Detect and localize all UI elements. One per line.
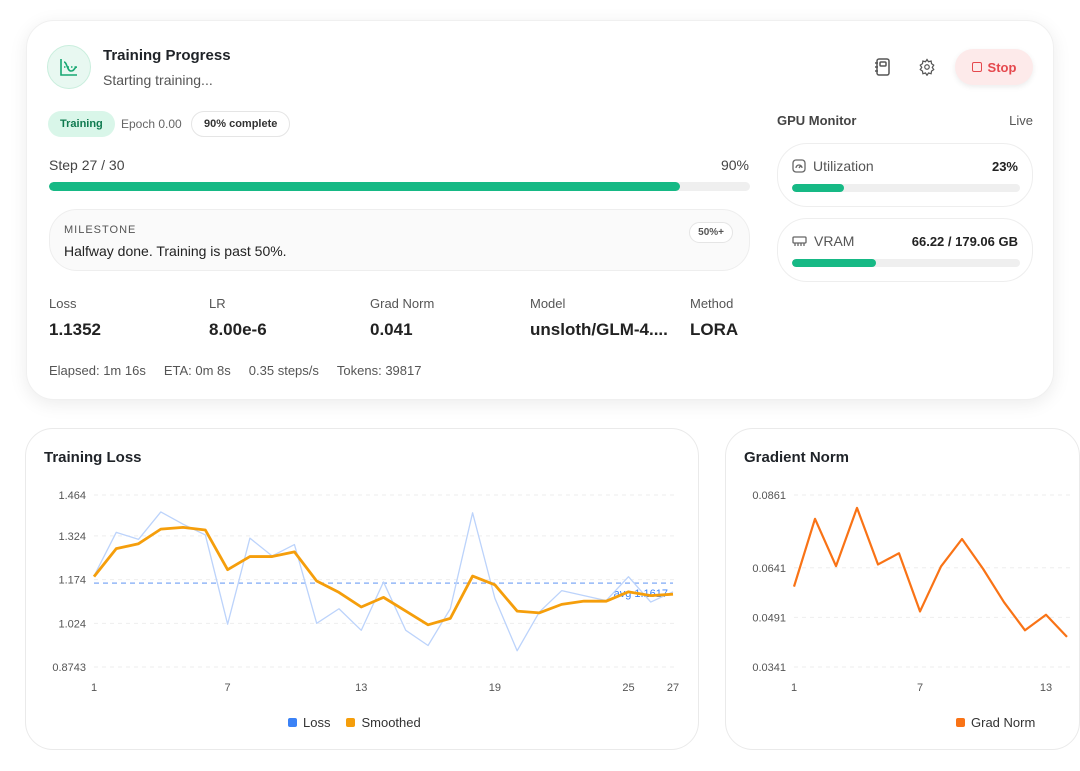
metric-grad-label: Grad Norm	[370, 296, 435, 311]
legend-loss[interactable]: Loss	[288, 715, 330, 730]
y-tick-label: 0.0861	[752, 490, 786, 502]
x-tick-label: 13	[355, 682, 367, 694]
legend-smoothed[interactable]: Smoothed	[346, 715, 421, 730]
metric-lr-label: LR	[209, 296, 226, 311]
legend: Loss Smoothed	[288, 715, 421, 730]
milestone-label: MILESTONE	[64, 224, 137, 236]
gear-icon[interactable]	[913, 53, 941, 81]
legend: Grad Norm	[956, 715, 1035, 730]
x-tick-label: 19	[489, 682, 501, 694]
milestone-badge: 50%+	[689, 222, 733, 243]
utilization-bar	[792, 184, 1020, 192]
gpu-utilization-card: Utilization 23%	[777, 143, 1033, 207]
progress-fill	[49, 182, 680, 191]
milestone-text: Halfway done. Training is past 50%.	[64, 243, 287, 259]
progress-percent: 90%	[720, 157, 749, 173]
metric-model-value: unsloth/GLM-4....	[530, 320, 668, 339]
metric-method-value: LORA	[690, 320, 739, 339]
training-stats: Elapsed: 1m 16s ETA: 0m 8s 0.35 steps/s …	[49, 363, 421, 378]
x-tick-label: 7	[225, 682, 231, 694]
chart-title: Gradient Norm	[744, 449, 850, 466]
vram-label: VRAM	[814, 233, 855, 249]
x-tick-label: 25	[622, 682, 634, 694]
y-tick-label: 0.0491	[752, 612, 786, 624]
stop-button[interactable]: Stop	[955, 49, 1033, 85]
legend-grad-norm[interactable]: Grad Norm	[956, 715, 1035, 730]
x-tick-label: 1	[91, 682, 97, 694]
metric-method-label: Method	[690, 296, 734, 311]
eta: ETA: 0m 8s	[163, 363, 231, 378]
chart-title: Training Loss	[44, 449, 142, 466]
milestone-box: MILESTONE Halfway done. Training is past…	[49, 209, 750, 271]
gauge-icon	[792, 159, 806, 173]
metric-loss-label: Loss	[49, 296, 77, 311]
notebook-icon[interactable]	[869, 53, 897, 81]
x-tick-label: 13	[1040, 682, 1052, 694]
gpu-live-status: Live	[1009, 113, 1033, 128]
stop-icon	[971, 62, 982, 72]
utilization-value: 23%	[991, 159, 1018, 174]
vram-fill	[792, 259, 877, 267]
y-tick-label: 1.464	[58, 490, 86, 502]
y-tick-label: 0.0641	[752, 563, 786, 575]
chart-logo-icon	[47, 45, 91, 89]
page-title: Training Progress	[103, 47, 231, 64]
training-progress-card: Training Progress Starting training... S…	[26, 20, 1054, 400]
memory-icon	[792, 236, 807, 246]
gradient-norm-chart: 0.0861 0.0641 0.0491 0.0341 1 7 13	[752, 490, 1071, 694]
series-line-loss	[93, 511, 674, 652]
elapsed: Elapsed: 1m 16s	[49, 363, 146, 378]
metric-loss-value: 1.1352	[49, 320, 101, 339]
vram-value: 66.22 / 179.06 GB	[911, 234, 1018, 249]
speed: 0.35 steps/s	[248, 363, 319, 378]
y-tick-label: 1.324	[58, 531, 86, 543]
y-tick-label: 1.174	[58, 575, 86, 587]
tokens: Tokens: 39817	[336, 363, 422, 378]
gpu-vram-card: VRAM 66.22 / 179.06 GB	[777, 218, 1033, 282]
series-line-smoothed	[92, 525, 674, 627]
y-tick-label: 0.8743	[52, 662, 86, 674]
x-tick-label: 7	[917, 682, 923, 694]
series-line-grad-norm	[792, 506, 1068, 638]
training-loss-card: Training Loss 1.464 1.324 1.174 1.024 0.8743…	[25, 428, 699, 750]
utilization-fill	[792, 184, 845, 192]
stop-label: Stop	[987, 59, 1017, 75]
status-badge: Training	[48, 111, 115, 137]
gpu-monitor-title: GPU Monitor	[777, 113, 857, 128]
vram-bar	[792, 259, 1020, 267]
x-tick-label: 27	[667, 682, 679, 694]
metric-grad-value: 0.041	[370, 320, 413, 339]
y-tick-label: 1.024	[58, 618, 86, 630]
metric-lr-value: 8.00e-6	[209, 320, 267, 339]
status-subtitle: Starting training...	[103, 72, 213, 88]
progress-bar	[49, 182, 750, 191]
epoch-label: Epoch 0.00	[121, 117, 182, 131]
utilization-label: Utilization	[813, 158, 874, 174]
step-label: Step 27 / 30	[49, 157, 125, 173]
complete-badge: 90% complete	[191, 111, 291, 137]
y-tick-label: 0.0341	[752, 662, 786, 674]
x-tick-label: 1	[791, 682, 797, 694]
gradient-norm-card: Gradient Norm 0.0861 0.0641 0.0491 0.0341 1 7…	[725, 428, 1080, 750]
metric-model-label: Model	[530, 296, 566, 311]
